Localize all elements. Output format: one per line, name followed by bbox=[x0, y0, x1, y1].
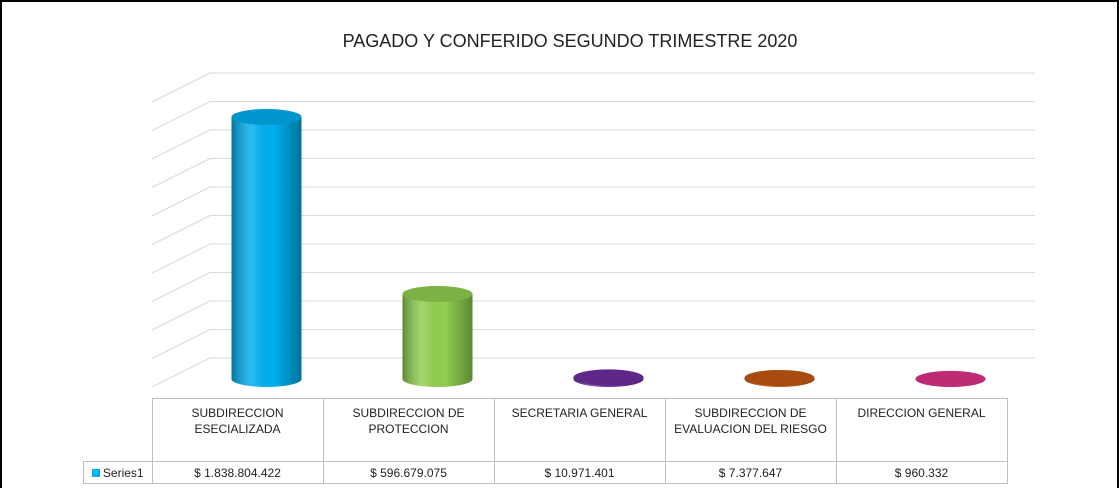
value-label: $ 960.332 bbox=[835, 461, 1008, 484]
cylinder-top bbox=[573, 369, 644, 386]
blank-cell bbox=[83, 398, 153, 462]
category-label: SUBDIRECCION DE EVALUACION DEL RIESGO bbox=[664, 398, 837, 462]
chart-title: PAGADO Y CONFERIDO SEGUNDO TRIMESTRE 202… bbox=[343, 31, 798, 51]
legend-label: Series1 bbox=[102, 465, 144, 480]
grid-line bbox=[151, 129, 1035, 160]
cylinder-shade bbox=[231, 116, 302, 387]
grid-line bbox=[151, 215, 1035, 245]
cylinder bbox=[231, 108, 302, 387]
category-label: SECRETARIA GENERAL bbox=[493, 398, 666, 462]
grid-line bbox=[151, 300, 1035, 331]
category-label: DIRECCION GENERAL bbox=[835, 398, 1008, 462]
marks bbox=[231, 108, 986, 387]
cylinder-top bbox=[744, 369, 815, 386]
category-label: SUBDIRECCION ESECIALIZADA bbox=[151, 398, 324, 462]
grid-line bbox=[151, 357, 1035, 388]
grid-line bbox=[151, 186, 1035, 217]
grid bbox=[151, 72, 1035, 388]
cylinder-top-shade bbox=[915, 370, 986, 387]
cylinder-top bbox=[231, 108, 302, 125]
cylinder bbox=[744, 369, 815, 387]
cylinder-top-shade bbox=[231, 108, 302, 125]
cylinder bbox=[573, 369, 644, 387]
value-label: $ 1.838.804.422 bbox=[151, 461, 324, 484]
cylinder-top-shade bbox=[744, 369, 815, 386]
cylinder-top bbox=[915, 370, 986, 387]
value-label: $ 10.971.401 bbox=[493, 461, 666, 484]
cylinder-top-shade bbox=[573, 369, 644, 386]
legend-key bbox=[91, 468, 100, 477]
value-label: $ 596.679.075 bbox=[322, 461, 495, 484]
category-label: SUBDIRECCION DE PROTECCION bbox=[322, 398, 495, 462]
legend-cell: Series1 bbox=[83, 461, 153, 484]
grid-line bbox=[151, 243, 1035, 274]
cylinder-top bbox=[402, 285, 473, 302]
cylinder-top-shade bbox=[402, 285, 473, 302]
grid-line bbox=[151, 101, 1035, 131]
cylinder bbox=[402, 285, 473, 387]
grid-line bbox=[151, 272, 1035, 302]
grid-line bbox=[151, 329, 1035, 359]
cylinder-shade bbox=[402, 293, 473, 387]
grid-line bbox=[151, 72, 1035, 103]
data-table: SUBDIRECCION ESECIALIZADA SUBDIRECCION DE… bbox=[83, 398, 1008, 484]
cylinder bbox=[915, 370, 986, 387]
grid-line bbox=[151, 158, 1035, 188]
value-label: $ 7.377.647 bbox=[664, 461, 837, 484]
